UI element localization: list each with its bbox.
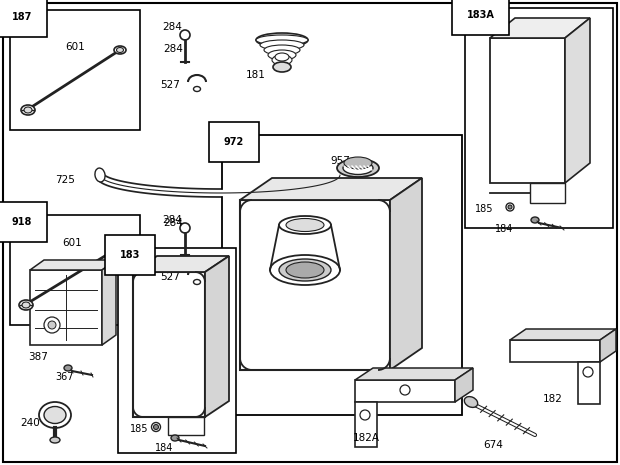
Bar bbox=[10, 10, 140, 130]
Ellipse shape bbox=[273, 62, 291, 72]
Bar bbox=[530, 183, 565, 203]
Text: 187: 187 bbox=[12, 12, 32, 22]
Text: 367: 367 bbox=[55, 372, 74, 382]
Ellipse shape bbox=[50, 437, 60, 443]
Ellipse shape bbox=[506, 203, 514, 211]
Text: 725: 725 bbox=[55, 175, 75, 185]
Ellipse shape bbox=[171, 435, 179, 441]
Ellipse shape bbox=[343, 161, 373, 174]
Text: eReplacementParts.com: eReplacementParts.com bbox=[234, 233, 386, 246]
Ellipse shape bbox=[115, 246, 122, 251]
Bar bbox=[510, 340, 600, 362]
Ellipse shape bbox=[39, 402, 71, 428]
Bar bbox=[355, 402, 377, 447]
Text: 182: 182 bbox=[543, 394, 563, 404]
Text: 183: 183 bbox=[120, 250, 140, 260]
Text: 601: 601 bbox=[62, 238, 82, 248]
Text: 284: 284 bbox=[163, 218, 183, 228]
Ellipse shape bbox=[256, 35, 308, 45]
Text: 185: 185 bbox=[130, 424, 149, 434]
Ellipse shape bbox=[193, 279, 200, 285]
Ellipse shape bbox=[114, 46, 126, 54]
Ellipse shape bbox=[260, 40, 304, 50]
Text: 181: 181 bbox=[246, 70, 266, 80]
Ellipse shape bbox=[154, 425, 159, 430]
Polygon shape bbox=[240, 200, 390, 370]
Ellipse shape bbox=[44, 406, 66, 424]
Ellipse shape bbox=[531, 217, 539, 223]
Polygon shape bbox=[205, 256, 229, 417]
Polygon shape bbox=[355, 368, 473, 380]
Ellipse shape bbox=[279, 259, 331, 281]
Ellipse shape bbox=[344, 157, 372, 169]
Circle shape bbox=[44, 317, 60, 333]
Text: 957: 957 bbox=[330, 156, 350, 166]
Polygon shape bbox=[565, 18, 590, 183]
Bar bbox=[465, 8, 613, 228]
Text: 240: 240 bbox=[20, 418, 40, 428]
Bar bbox=[133, 272, 205, 417]
Ellipse shape bbox=[22, 302, 30, 308]
Text: 527: 527 bbox=[160, 272, 180, 282]
Text: 284: 284 bbox=[162, 215, 182, 225]
Polygon shape bbox=[133, 256, 229, 272]
Ellipse shape bbox=[256, 33, 308, 47]
Bar bbox=[222, 135, 462, 415]
Ellipse shape bbox=[279, 216, 331, 234]
Text: 284: 284 bbox=[163, 44, 183, 54]
Ellipse shape bbox=[508, 205, 512, 209]
Bar bbox=[168, 417, 204, 435]
Text: 918: 918 bbox=[12, 217, 32, 227]
Text: 601: 601 bbox=[65, 42, 85, 52]
Bar bbox=[118, 248, 236, 453]
Text: 184: 184 bbox=[155, 443, 174, 453]
Polygon shape bbox=[510, 329, 616, 340]
Ellipse shape bbox=[180, 223, 190, 233]
Ellipse shape bbox=[286, 262, 324, 278]
Ellipse shape bbox=[268, 50, 296, 60]
Bar bbox=[578, 362, 600, 404]
Polygon shape bbox=[490, 18, 590, 38]
Ellipse shape bbox=[272, 55, 292, 65]
Ellipse shape bbox=[337, 159, 379, 177]
Text: 284: 284 bbox=[162, 22, 182, 32]
Ellipse shape bbox=[117, 47, 123, 53]
Polygon shape bbox=[30, 260, 116, 270]
Polygon shape bbox=[240, 178, 422, 200]
Ellipse shape bbox=[151, 423, 161, 432]
Ellipse shape bbox=[275, 53, 289, 61]
Ellipse shape bbox=[464, 397, 477, 407]
Text: 183A: 183A bbox=[467, 10, 495, 20]
Text: 972: 972 bbox=[224, 137, 244, 147]
Ellipse shape bbox=[270, 255, 340, 285]
Bar bbox=[355, 380, 455, 402]
Bar bbox=[490, 38, 565, 183]
Text: 387: 387 bbox=[28, 352, 48, 362]
Ellipse shape bbox=[19, 300, 33, 310]
Ellipse shape bbox=[286, 219, 324, 232]
Polygon shape bbox=[390, 178, 422, 370]
Ellipse shape bbox=[64, 365, 72, 371]
Text: 184: 184 bbox=[495, 224, 513, 234]
Text: 674: 674 bbox=[483, 440, 503, 450]
Bar bbox=[30, 270, 102, 345]
Text: 182A: 182A bbox=[353, 433, 380, 443]
Ellipse shape bbox=[264, 45, 300, 55]
Circle shape bbox=[48, 321, 56, 329]
Ellipse shape bbox=[24, 107, 32, 113]
Polygon shape bbox=[102, 260, 116, 345]
Ellipse shape bbox=[112, 244, 124, 252]
Bar bbox=[10, 215, 140, 325]
Text: 185: 185 bbox=[475, 204, 494, 214]
Polygon shape bbox=[455, 368, 473, 402]
Text: 527: 527 bbox=[160, 80, 180, 90]
Ellipse shape bbox=[193, 86, 200, 92]
Ellipse shape bbox=[21, 105, 35, 115]
Polygon shape bbox=[600, 329, 616, 362]
Ellipse shape bbox=[180, 30, 190, 40]
Ellipse shape bbox=[95, 168, 105, 182]
